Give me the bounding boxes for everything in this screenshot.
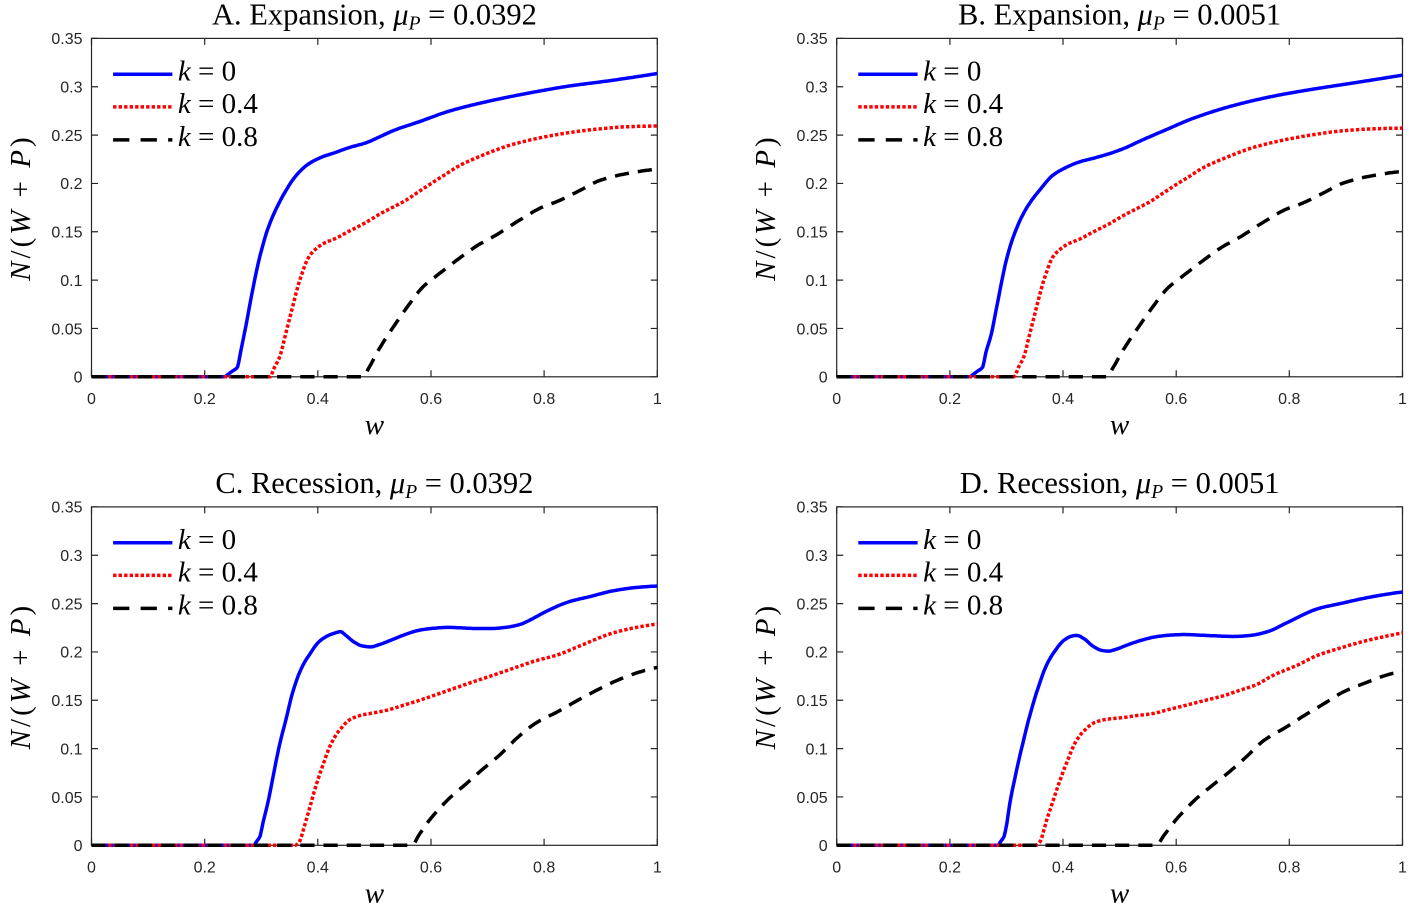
svg-text:0.15: 0.15 [51, 225, 82, 242]
svg-text:0.15: 0.15 [797, 693, 828, 710]
svg-text:0: 0 [74, 370, 83, 387]
svg-text:1: 1 [1398, 391, 1407, 408]
svg-text:0.1: 0.1 [60, 273, 82, 290]
svg-text:0: 0 [819, 838, 828, 855]
svg-text:k = 0.4: k = 0.4 [923, 88, 1003, 120]
svg-text:0.8: 0.8 [533, 391, 555, 408]
svg-text:0.2: 0.2 [60, 645, 82, 662]
svg-text:w: w [365, 409, 385, 441]
svg-text:0: 0 [819, 370, 828, 387]
svg-text:N/(W + P): N/(W + P) [5, 603, 37, 750]
svg-text:0.05: 0.05 [797, 321, 828, 338]
svg-text:0.8: 0.8 [1278, 860, 1300, 877]
svg-text:0.25: 0.25 [797, 596, 828, 613]
svg-text:0: 0 [832, 860, 841, 877]
svg-text:C. Recession, μP = 0.0392: C. Recession, μP = 0.0392 [215, 466, 533, 503]
svg-text:0.3: 0.3 [60, 548, 82, 565]
svg-text:k = 0.8: k = 0.8 [923, 121, 1003, 153]
svg-text:0.25: 0.25 [51, 596, 82, 613]
svg-text:0.4: 0.4 [307, 391, 329, 408]
svg-text:0.2: 0.2 [60, 176, 82, 193]
svg-text:B. Expansion, μP = 0.0051: B. Expansion, μP = 0.0051 [958, 0, 1281, 35]
svg-text:0.2: 0.2 [194, 391, 216, 408]
svg-text:k = 0: k = 0 [923, 56, 981, 88]
svg-text:N/(W + P): N/(W + P) [5, 134, 37, 281]
svg-text:0.8: 0.8 [533, 860, 555, 877]
svg-text:N/(W + P): N/(W + P) [750, 603, 782, 750]
svg-text:k = 0.4: k = 0.4 [178, 557, 258, 589]
svg-text:0.05: 0.05 [51, 321, 82, 338]
svg-text:0.2: 0.2 [939, 860, 961, 877]
svg-text:k = 0.8: k = 0.8 [178, 590, 258, 622]
svg-text:0.25: 0.25 [51, 128, 82, 145]
svg-text:0.35: 0.35 [51, 31, 82, 48]
svg-text:k = 0: k = 0 [178, 524, 236, 556]
svg-text:w: w [365, 877, 385, 906]
svg-text:0.3: 0.3 [805, 80, 827, 97]
svg-text:0: 0 [87, 391, 96, 408]
svg-text:0.05: 0.05 [51, 790, 82, 807]
svg-text:0.8: 0.8 [1278, 391, 1300, 408]
svg-text:w: w [1110, 877, 1130, 906]
svg-text:0.1: 0.1 [805, 741, 827, 758]
svg-text:k = 0: k = 0 [178, 56, 236, 88]
svg-text:0.35: 0.35 [51, 500, 82, 517]
svg-text:1: 1 [653, 860, 662, 877]
svg-text:0.15: 0.15 [797, 225, 828, 242]
svg-text:0.35: 0.35 [797, 500, 828, 517]
svg-text:0.4: 0.4 [307, 860, 329, 877]
svg-text:1: 1 [1398, 860, 1407, 877]
svg-text:0: 0 [832, 391, 841, 408]
svg-text:1: 1 [653, 391, 662, 408]
svg-text:0.6: 0.6 [1165, 391, 1187, 408]
svg-text:k = 0: k = 0 [923, 524, 981, 556]
svg-text:0.6: 0.6 [420, 860, 442, 877]
svg-text:0.3: 0.3 [60, 80, 82, 97]
svg-text:0.2: 0.2 [939, 391, 961, 408]
svg-text:0.2: 0.2 [194, 860, 216, 877]
svg-text:w: w [1110, 409, 1130, 441]
svg-text:0.4: 0.4 [1052, 391, 1074, 408]
svg-text:0.05: 0.05 [797, 790, 828, 807]
svg-text:0.1: 0.1 [60, 741, 82, 758]
svg-text:0.1: 0.1 [805, 273, 827, 290]
svg-text:A. Expansion, μP = 0.0392: A. Expansion, μP = 0.0392 [212, 0, 537, 35]
svg-text:k = 0.4: k = 0.4 [178, 88, 258, 120]
svg-text:N/(W + P): N/(W + P) [750, 134, 782, 281]
svg-text:0: 0 [87, 860, 96, 877]
svg-text:0.25: 0.25 [797, 128, 828, 145]
svg-text:0.4: 0.4 [1052, 860, 1074, 877]
svg-text:0.6: 0.6 [420, 391, 442, 408]
svg-text:D. Recession, μP = 0.0051: D. Recession, μP = 0.0051 [960, 466, 1280, 503]
svg-text:0.2: 0.2 [805, 645, 827, 662]
svg-text:0.3: 0.3 [805, 548, 827, 565]
svg-text:0.35: 0.35 [797, 31, 828, 48]
svg-text:0.6: 0.6 [1165, 860, 1187, 877]
svg-text:0.2: 0.2 [805, 176, 827, 193]
svg-text:0: 0 [74, 838, 83, 855]
svg-text:k = 0.8: k = 0.8 [923, 590, 1003, 622]
svg-text:k = 0.4: k = 0.4 [923, 557, 1003, 589]
svg-text:k = 0.8: k = 0.8 [178, 121, 258, 153]
svg-text:0.15: 0.15 [51, 693, 82, 710]
